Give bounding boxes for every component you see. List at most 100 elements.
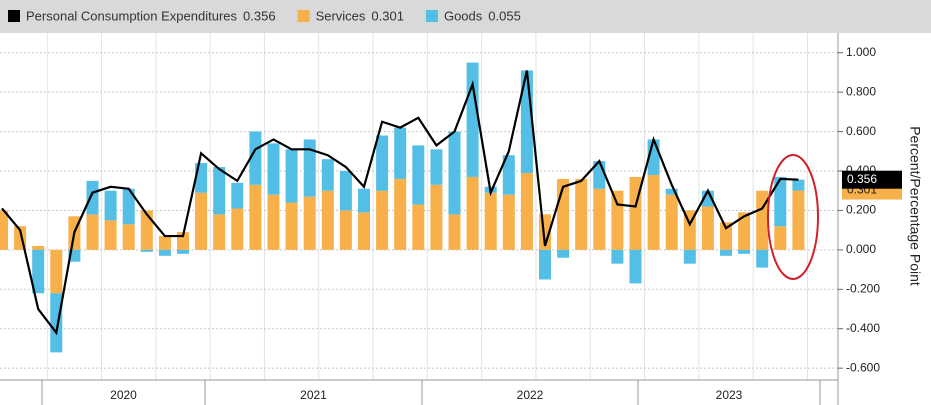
legend-label: Services bbox=[316, 8, 366, 23]
bar bbox=[774, 226, 787, 250]
bar bbox=[430, 149, 443, 185]
bar bbox=[756, 249, 769, 268]
bar bbox=[339, 210, 352, 250]
y-axis-label: Percent/Percentage Point bbox=[907, 126, 923, 286]
bar bbox=[249, 131, 262, 185]
bar bbox=[520, 172, 533, 250]
bar bbox=[249, 184, 262, 250]
bar bbox=[774, 176, 787, 227]
bar bbox=[593, 188, 606, 250]
bar bbox=[647, 174, 660, 250]
y-tick-label: -0.200 bbox=[846, 281, 880, 295]
bar bbox=[195, 192, 208, 250]
bar bbox=[50, 249, 63, 294]
bar bbox=[158, 249, 171, 256]
value-callout bbox=[842, 170, 902, 189]
x-year-label: 2022 bbox=[517, 388, 544, 402]
bar bbox=[321, 190, 334, 250]
bar bbox=[412, 204, 425, 250]
x-year-label: 2020 bbox=[110, 388, 137, 402]
bar bbox=[32, 249, 45, 294]
highlight-ellipse bbox=[767, 154, 819, 280]
bar bbox=[0, 210, 8, 250]
bar bbox=[738, 249, 751, 254]
legend-swatch bbox=[297, 10, 310, 22]
bar bbox=[792, 190, 805, 250]
bar bbox=[303, 196, 316, 250]
bar bbox=[394, 127, 407, 179]
y-tick-label: 1.000 bbox=[846, 45, 876, 59]
y-tick-label: 0.200 bbox=[846, 203, 876, 217]
bar bbox=[448, 214, 461, 250]
legend: Personal Consumption Expenditures 0.356 Se… bbox=[8, 8, 521, 23]
bar bbox=[611, 190, 624, 250]
bar bbox=[303, 139, 316, 197]
legend-value: 0.055 bbox=[488, 8, 521, 23]
y-tick-label: -0.600 bbox=[846, 360, 880, 374]
bar bbox=[665, 194, 678, 250]
bar bbox=[68, 249, 81, 262]
bar bbox=[792, 179, 805, 191]
bar bbox=[683, 249, 696, 264]
bar bbox=[339, 171, 352, 211]
legend-swatch bbox=[8, 10, 20, 22]
bar bbox=[557, 249, 570, 258]
bar bbox=[502, 155, 515, 195]
bar bbox=[122, 188, 135, 225]
bar bbox=[484, 192, 497, 250]
bar bbox=[720, 222, 732, 250]
line bbox=[1, 70, 799, 336]
legend-value: 0.356 bbox=[243, 8, 276, 23]
bar bbox=[213, 214, 226, 250]
bar bbox=[539, 249, 551, 280]
y-tick-label: 0.800 bbox=[846, 84, 876, 98]
value-callout-label: 0.356 bbox=[847, 172, 877, 186]
y-tick-label: 0.000 bbox=[846, 242, 876, 256]
bar bbox=[629, 249, 642, 284]
bar bbox=[466, 62, 479, 177]
bar bbox=[231, 182, 244, 209]
bar bbox=[158, 236, 171, 250]
bar bbox=[140, 210, 153, 250]
x-year-label: 2021 bbox=[300, 388, 327, 402]
bar bbox=[321, 159, 334, 191]
bar bbox=[448, 131, 461, 215]
bar bbox=[285, 149, 298, 203]
bar bbox=[466, 176, 479, 250]
y-tick-label: -0.400 bbox=[846, 321, 880, 335]
bar bbox=[720, 249, 732, 256]
bar bbox=[122, 224, 135, 250]
bar bbox=[285, 202, 298, 250]
bar bbox=[140, 249, 153, 252]
bar bbox=[267, 194, 280, 250]
bar bbox=[177, 249, 189, 254]
bar bbox=[376, 190, 389, 250]
bar bbox=[358, 188, 370, 213]
bar bbox=[430, 184, 443, 250]
bar bbox=[86, 214, 99, 250]
legend-swatch bbox=[425, 10, 438, 22]
bar bbox=[86, 180, 99, 215]
bar bbox=[412, 145, 425, 205]
bar bbox=[611, 249, 624, 264]
bar bbox=[701, 206, 714, 250]
legend-label: Goods bbox=[444, 8, 483, 23]
bar bbox=[358, 212, 370, 250]
bar bbox=[665, 188, 678, 195]
bar bbox=[738, 212, 751, 250]
x-year-label: 2023 bbox=[716, 388, 743, 402]
y-tick-label: 0.600 bbox=[846, 124, 876, 138]
bar bbox=[502, 194, 515, 250]
bar bbox=[575, 178, 588, 250]
bar bbox=[213, 167, 226, 215]
legend-label: Personal Consumption Expenditures bbox=[26, 8, 238, 23]
bar bbox=[394, 178, 407, 250]
bar bbox=[231, 208, 244, 250]
bar bbox=[32, 245, 45, 250]
plot bbox=[0, 33, 838, 380]
legend-value: 0.301 bbox=[371, 8, 404, 23]
bar bbox=[50, 293, 63, 353]
bar bbox=[267, 143, 280, 195]
bar bbox=[104, 220, 117, 250]
